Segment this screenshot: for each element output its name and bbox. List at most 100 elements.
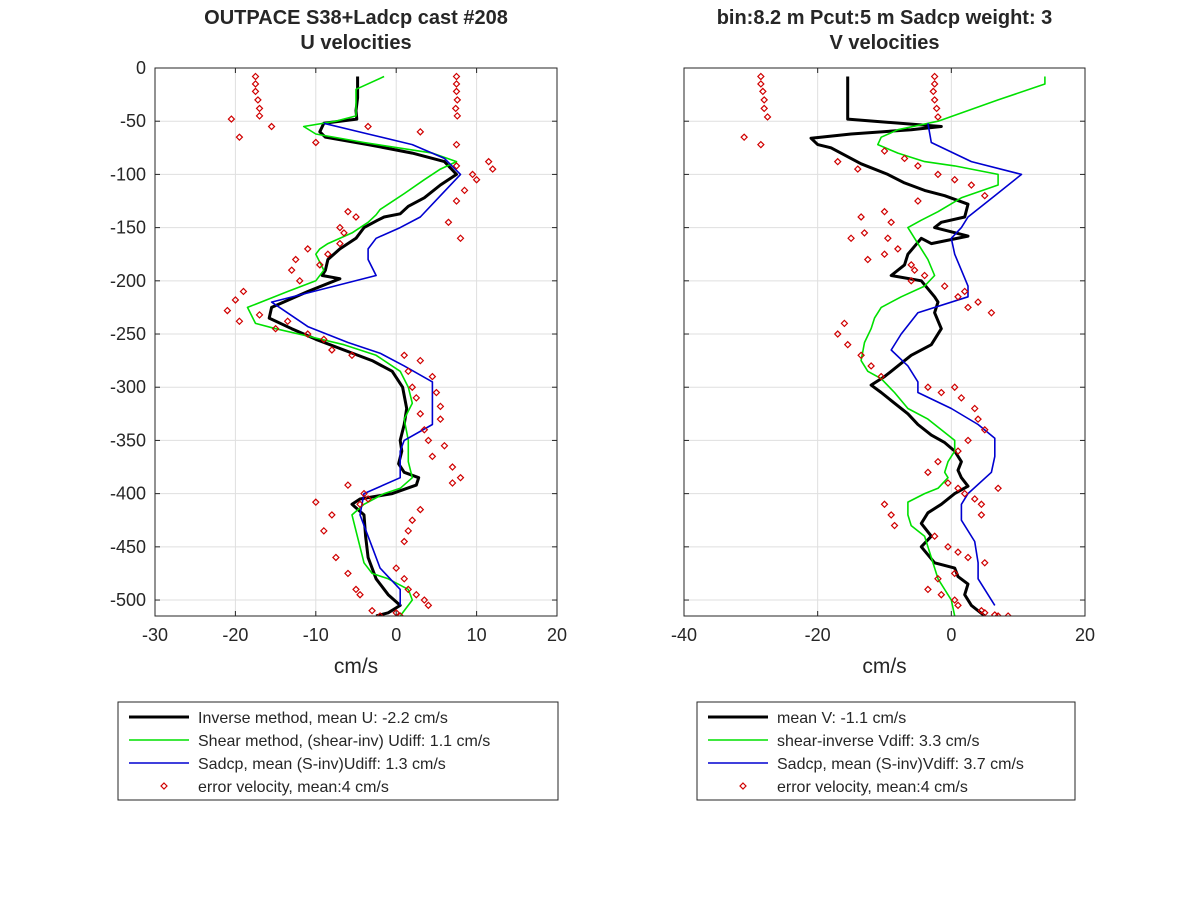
error-velocity-point	[251, 72, 260, 81]
error-velocity-point	[283, 317, 292, 326]
error-velocity-point	[937, 388, 946, 397]
error-velocity-point	[860, 229, 869, 237]
error-velocity-point	[352, 213, 360, 221]
error-velocity-point	[332, 553, 340, 562]
error-velocity-point	[452, 162, 461, 170]
legend-entry: mean V: -1.1 cm/s	[708, 710, 906, 727]
error-velocity-point	[440, 441, 449, 450]
error-velocity-point	[970, 495, 979, 503]
y-tick-label: -100	[110, 164, 146, 184]
error-velocity-point	[452, 80, 461, 88]
error-velocity-point	[934, 113, 942, 121]
error-velocity-point	[412, 590, 421, 599]
error-velocity-point	[436, 415, 445, 423]
chart-title-line-1: OUTPACE S38+Ladcp cast #208	[204, 7, 508, 29]
x-axis-label: cm/s	[334, 655, 378, 678]
x-tick-label: -20	[222, 625, 248, 645]
error-velocity-point	[833, 330, 842, 338]
error-velocity-point	[950, 569, 959, 578]
error-velocity-point	[907, 276, 916, 285]
x-tick-label: 0	[391, 625, 401, 645]
error-velocity-point	[934, 170, 942, 179]
chart-title-line-2: V velocities	[829, 32, 939, 54]
error-velocity-point	[880, 147, 889, 155]
error-velocity-point	[315, 261, 324, 269]
chart-title-line-2: U velocities	[300, 32, 411, 54]
error-velocity-point	[980, 425, 989, 434]
error-velocity-point	[456, 473, 465, 482]
error-velocity-point	[420, 425, 429, 434]
error-velocity-markers	[223, 72, 497, 616]
error-velocity-point	[847, 234, 855, 243]
error-velocity-point	[977, 606, 986, 615]
error-velocity-point	[924, 468, 932, 477]
error-velocity-point	[267, 122, 276, 131]
x-tick-label: -30	[142, 625, 168, 645]
error-velocity-point	[957, 394, 966, 402]
error-velocity-point	[894, 245, 902, 253]
series-group	[740, 72, 1046, 616]
error-velocity-markers	[740, 72, 1012, 616]
error-velocity-point	[877, 372, 886, 381]
error-velocity-point	[408, 516, 417, 525]
axes-box	[683, 67, 1086, 617]
plot-area	[684, 68, 1085, 616]
error-velocity-point	[416, 127, 425, 136]
legend-label: mean V: -1.1 cm/s	[777, 710, 906, 727]
legend-label: shear-inverse Vdiff: 3.3 cm/s	[777, 733, 979, 750]
error-velocity-point	[251, 87, 260, 96]
error-velocity-point	[970, 404, 979, 413]
error-velocity-point	[376, 612, 384, 616]
y-tick-label: -350	[110, 430, 146, 450]
error-velocity-point	[364, 495, 372, 503]
error-velocity-point	[880, 500, 889, 509]
x-tick-label: -40	[671, 625, 697, 645]
error-velocity-point	[950, 596, 959, 604]
legend-entry: Sadcp, mean (S-inv)Udiff: 1.3 cm/s	[129, 756, 446, 773]
legend-entry: Inverse method, mean U: -2.2 cm/s	[129, 710, 448, 727]
error-velocity-point	[392, 564, 401, 572]
error-velocity-point	[456, 234, 465, 243]
error-velocity-point	[444, 218, 453, 227]
error-velocity-point	[255, 311, 264, 319]
error-velocity-point	[857, 213, 865, 221]
error-velocity-point	[239, 287, 248, 296]
error-velocity-point	[460, 186, 469, 195]
error-velocity-point	[255, 104, 264, 113]
error-velocity-point	[348, 351, 356, 360]
error-velocity-point	[757, 72, 765, 81]
error-velocity-point	[416, 505, 425, 514]
legend-label: error velocity, mean:4 cm/s	[777, 779, 968, 796]
legend-entry: shear-inverse Vdiff: 3.3 cm/s	[708, 733, 979, 750]
legend-label: Shear method, (shear-inv) Udiff: 1.1 cm/…	[198, 733, 490, 750]
error-velocity-point	[974, 415, 982, 423]
error-velocity-point	[964, 303, 972, 312]
error-velocity-point	[404, 527, 413, 535]
error-velocity-point	[324, 250, 332, 259]
error-velocity-point	[914, 197, 922, 205]
error-velocity-point	[930, 532, 939, 541]
error-velocity-point	[448, 463, 457, 471]
error-velocity-point	[907, 261, 916, 269]
error-velocity-point	[977, 500, 986, 509]
error-velocity-point	[833, 157, 842, 166]
error-velocity-point	[937, 590, 946, 599]
error-velocity-point	[251, 80, 260, 88]
legend-marker	[739, 782, 747, 790]
error-velocity-point	[319, 335, 328, 344]
error-velocity-point	[424, 601, 433, 610]
error-velocity-point	[967, 181, 976, 189]
error-velocity-point	[994, 612, 1002, 616]
error-velocity-point	[408, 383, 417, 392]
error-velocity-point	[344, 481, 352, 489]
error-velocity-point	[954, 548, 962, 557]
error-velocity-point	[920, 271, 929, 280]
y-tick-label: -400	[110, 484, 146, 504]
error-velocity-point	[974, 298, 982, 306]
error-velocity-point	[364, 122, 372, 131]
legend-label: Sadcp, mean (S-inv)Vdiff: 3.7 cm/s	[777, 756, 1024, 773]
error-velocity-point	[934, 574, 942, 583]
grid-lines	[155, 68, 557, 616]
error-velocity-point	[964, 436, 972, 445]
series-line-3	[270, 122, 462, 606]
